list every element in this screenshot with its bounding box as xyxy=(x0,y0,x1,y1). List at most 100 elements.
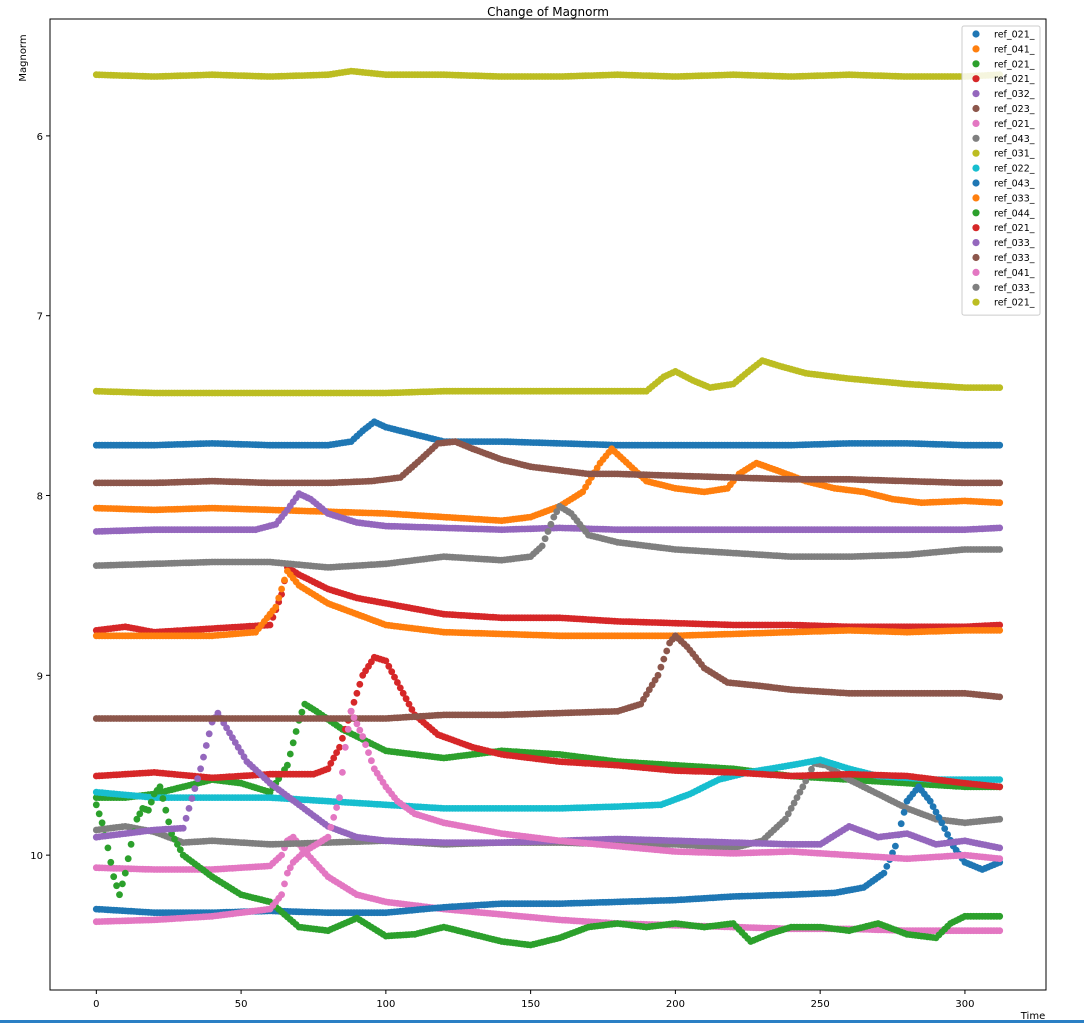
data-point xyxy=(202,742,210,749)
data-point xyxy=(205,730,213,738)
data-point xyxy=(808,765,815,773)
data-point xyxy=(996,844,1004,852)
data-point xyxy=(133,815,141,823)
data-point xyxy=(996,479,1004,487)
data-point xyxy=(272,603,280,611)
data-point xyxy=(197,765,205,773)
data-point xyxy=(278,851,285,859)
data-point xyxy=(996,815,1004,823)
data-point xyxy=(932,808,940,816)
y-axis-label: Magnorm xyxy=(18,34,29,81)
data-point xyxy=(784,810,792,818)
data-point xyxy=(996,627,1004,634)
data-point xyxy=(266,621,274,629)
data-point xyxy=(127,840,135,848)
series-12 xyxy=(92,567,1004,640)
data-point xyxy=(284,761,291,769)
data-point xyxy=(996,783,1004,791)
data-point xyxy=(104,844,112,852)
data-point xyxy=(405,700,413,708)
data-point xyxy=(996,912,1004,920)
data-point xyxy=(356,680,364,688)
data-point xyxy=(156,783,164,791)
data-point xyxy=(394,679,401,686)
data-point xyxy=(657,663,665,671)
data-point xyxy=(391,673,398,681)
data-point xyxy=(119,880,126,888)
series-5 xyxy=(92,490,1004,535)
data-point xyxy=(660,655,668,663)
data-point xyxy=(350,698,358,706)
data-point xyxy=(95,810,103,818)
data-point xyxy=(663,647,671,655)
data-point xyxy=(333,749,340,756)
data-point xyxy=(191,785,199,792)
data-point xyxy=(408,706,416,713)
data-point xyxy=(941,825,949,832)
plot-area xyxy=(92,67,1004,949)
data-point xyxy=(336,743,343,751)
data-point xyxy=(654,671,662,679)
data-point xyxy=(182,814,190,822)
data-point xyxy=(996,776,1004,783)
series-1 xyxy=(92,418,1004,449)
data-point xyxy=(275,594,283,602)
data-point xyxy=(145,806,152,814)
series-14 xyxy=(92,653,1004,791)
data-point xyxy=(327,760,335,767)
data-point xyxy=(897,820,905,828)
data-point xyxy=(790,799,798,807)
data-point xyxy=(136,810,144,818)
data-point xyxy=(880,869,888,877)
data-point xyxy=(121,869,129,877)
data-point xyxy=(353,689,361,697)
data-point xyxy=(147,798,155,806)
data-point xyxy=(996,384,1004,391)
data-point xyxy=(278,585,285,593)
data-point xyxy=(110,873,118,881)
data-point xyxy=(330,754,338,762)
chart-title: Change of Magnorm xyxy=(487,5,609,19)
data-point xyxy=(281,576,288,584)
data-point xyxy=(162,806,170,814)
data-point xyxy=(185,805,193,812)
data-point xyxy=(92,801,100,809)
data-point xyxy=(802,777,810,785)
data-point xyxy=(996,524,1004,532)
data-point xyxy=(223,724,231,732)
data-point xyxy=(996,441,1004,449)
data-point xyxy=(382,657,390,665)
data-point xyxy=(116,891,123,899)
data-point xyxy=(214,709,222,717)
data-point xyxy=(926,797,934,805)
data-point xyxy=(107,858,115,866)
data-point xyxy=(194,775,202,783)
data-point xyxy=(179,824,187,832)
data-point xyxy=(188,795,196,802)
data-point xyxy=(892,842,899,850)
data-point xyxy=(782,815,789,823)
data-point xyxy=(402,695,410,703)
data-point xyxy=(935,814,943,821)
data-point xyxy=(787,805,795,812)
data-point xyxy=(200,753,207,761)
data-point xyxy=(996,621,1004,629)
data-point xyxy=(793,794,801,801)
x-axis-label: Time xyxy=(1020,1011,1045,1022)
data-point xyxy=(292,728,300,735)
data-point xyxy=(171,835,178,843)
data-point xyxy=(944,831,951,838)
data-point xyxy=(289,739,297,747)
data-point xyxy=(883,863,891,870)
series-13 xyxy=(92,783,1004,949)
series-9 xyxy=(92,357,1004,397)
series-6 xyxy=(92,438,1004,487)
data-point xyxy=(385,662,393,670)
data-point xyxy=(286,750,294,758)
data-point xyxy=(796,788,804,796)
data-point xyxy=(98,819,106,827)
data-point xyxy=(124,855,132,863)
data-point xyxy=(799,783,807,791)
